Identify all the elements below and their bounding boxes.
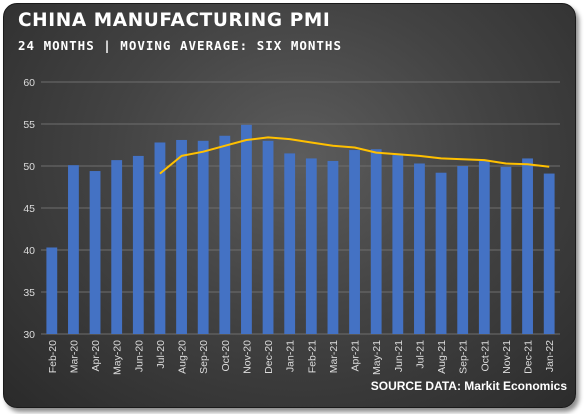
x-tick-label-Apr-20: Apr-20 [90, 340, 102, 372]
x-tick-label-Dec-21: Dec-21 [523, 340, 535, 374]
bar-Dec-21 [522, 158, 533, 334]
x-tick-label-Nov-20: Nov-20 [241, 340, 253, 374]
bar-Sep-21 [457, 166, 469, 334]
bar-Oct-20 [219, 135, 231, 334]
x-tick-label-Apr-21: Apr-21 [350, 340, 362, 372]
y-tick-label-50: 50 [23, 161, 35, 173]
x-tick-label-Feb-21: Feb-21 [306, 340, 318, 373]
x-tick-label-Mar-20: Mar-20 [68, 340, 80, 373]
bar-Jun-21 [392, 155, 404, 334]
x-tick-label-Jan-22: Jan-22 [544, 340, 556, 372]
x-tick-label-Dec-20: Dec-20 [263, 340, 275, 374]
bar-Jul-20 [154, 142, 166, 334]
bar-Aug-21 [435, 172, 447, 334]
bar-Apr-21 [349, 150, 360, 334]
chart-subtitle: 24 MONTHS | MOVING AVERAGE: SIX MONTHS [18, 38, 342, 53]
bar-Mar-20 [68, 165, 79, 334]
chart-card: CHINA MANUFACTURING PMI 24 MONTHS | MOVI… [3, 3, 576, 408]
x-tick-label-May-21: May-21 [371, 340, 383, 375]
bar-Jun-20 [132, 155, 144, 334]
bar-Feb-21 [305, 158, 317, 334]
bar-Dec-20 [262, 140, 274, 334]
x-tick-label-Nov-21: Nov-21 [501, 340, 513, 374]
pmi-chart: 30 35 40 45 50 55 60 Feb-20 Mar-20 Apr-20 May-20 Ju… [23, 77, 560, 375]
x-tick-label-Oct-20: Oct-20 [220, 340, 232, 372]
y-tick-label-35: 35 [23, 287, 35, 299]
x-tick-label-Sep-21: Sep-21 [458, 340, 470, 374]
bar-Nov-21 [500, 166, 512, 334]
x-tick-label-Jun-21: Jun-21 [393, 340, 405, 372]
bar-Sep-20 [197, 140, 209, 334]
x-tick-label-Feb-20: Feb-20 [47, 340, 59, 373]
bar-Jan-22 [543, 173, 555, 334]
y-tick-label-45: 45 [23, 203, 35, 215]
y-tick-label-60: 60 [23, 77, 35, 89]
bar-Feb-20 [46, 247, 58, 334]
x-tick-label-Jan-21: Jan-21 [285, 340, 297, 372]
bar-Aug-20 [176, 139, 187, 334]
bar-May-20 [111, 160, 123, 334]
chart-title: CHINA MANUFACTURING PMI [18, 10, 331, 31]
x-tick-label-Jul-21: Jul-21 [414, 340, 426, 369]
bar-Nov-20 [241, 124, 252, 334]
bar-Mar-21 [327, 160, 339, 334]
x-tick-label-Mar-21: Mar-21 [328, 340, 340, 373]
y-tick-label-40: 40 [23, 245, 35, 257]
y-tick-label-55: 55 [23, 119, 35, 131]
bar-May-21 [370, 149, 382, 334]
x-tick-label-Sep-20: Sep-20 [198, 340, 210, 374]
x-tick-label-May-20: May-20 [112, 340, 124, 375]
bar-Apr-20 [89, 171, 101, 334]
x-tick-label-Aug-20: Aug-20 [177, 340, 189, 374]
y-tick-label-30: 30 [23, 329, 35, 341]
bar-Jul-21 [414, 163, 425, 334]
x-tick-label-Oct-21: Oct-21 [479, 340, 491, 372]
source-note: SOURCE DATA: Markit Economics [370, 379, 567, 393]
x-tick-label-Jun-20: Jun-20 [133, 340, 145, 372]
x-tick-label-Aug-21: Aug-21 [436, 340, 448, 374]
moving-average-line [159, 136, 550, 175]
bar-Jan-21 [284, 153, 296, 334]
x-tick-label-Jul-20: Jul-20 [155, 340, 167, 369]
bar-Oct-21 [478, 160, 490, 334]
